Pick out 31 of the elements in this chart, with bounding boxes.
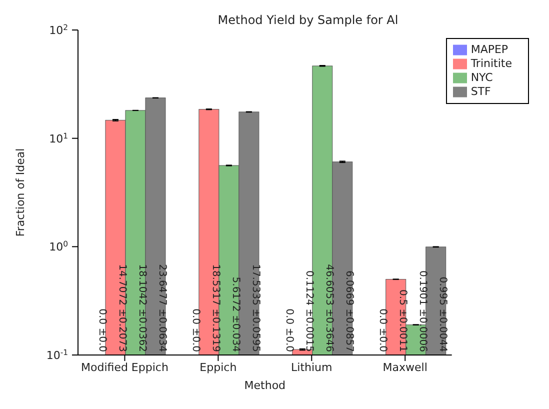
legend-label: MAPEP: [470, 43, 508, 56]
x-tick-label: Eppich: [200, 360, 237, 374]
y-tick-label: 10$^{0}$: [49, 239, 68, 254]
y-axis-title: Fraction of Ideal: [14, 148, 27, 237]
data-label: 0.1901 ±0.0006: [416, 270, 428, 352]
data-label: 18.1042 ±0.0362: [136, 264, 148, 352]
x-tick-label: Lithium: [291, 360, 332, 374]
text: 0.0 ±0.0: [376, 308, 388, 352]
data-label: 0.1124 ±0.0015: [303, 270, 314, 352]
data-label: 6.0669 ±0.0857: [343, 270, 354, 352]
legend-label: NYC: [470, 71, 493, 84]
data-label: 18.5317 ±0.1319: [210, 264, 221, 352]
data-label: 0.5 ±0.0011: [396, 290, 408, 352]
legend-label: Trinitite: [470, 57, 512, 70]
text: 0.0 ±0.0: [190, 308, 201, 352]
x-tick-label: Modified Eppich: [81, 360, 168, 374]
x-axis-title: Method: [244, 379, 286, 392]
y-tick-label: 10$^{-1}$: [46, 348, 68, 362]
data-label: 46.6053 ±0.3646: [323, 264, 334, 352]
data-label: 5.6172 ±0.034: [230, 276, 241, 352]
data-label: 17.5335 ±0.0595: [250, 264, 261, 352]
data-label: 14.7072 ±0.2073: [116, 264, 128, 352]
text: 0.0 ±0.0: [96, 308, 108, 352]
y-tick-label: 10$^{2}$: [49, 22, 68, 37]
x-tick-label: Maxwell: [382, 360, 428, 374]
data-label: 23.6477 ±0.0634: [156, 264, 168, 352]
legend-label: STF: [470, 85, 491, 98]
text: 0.0 ±0.0: [283, 308, 294, 352]
y-tick-label: 10$^{1}$: [49, 130, 68, 146]
chart-title: Method Yield by Sample for Al: [218, 13, 398, 27]
data-label: 0.995 ±0.0044: [436, 276, 448, 352]
